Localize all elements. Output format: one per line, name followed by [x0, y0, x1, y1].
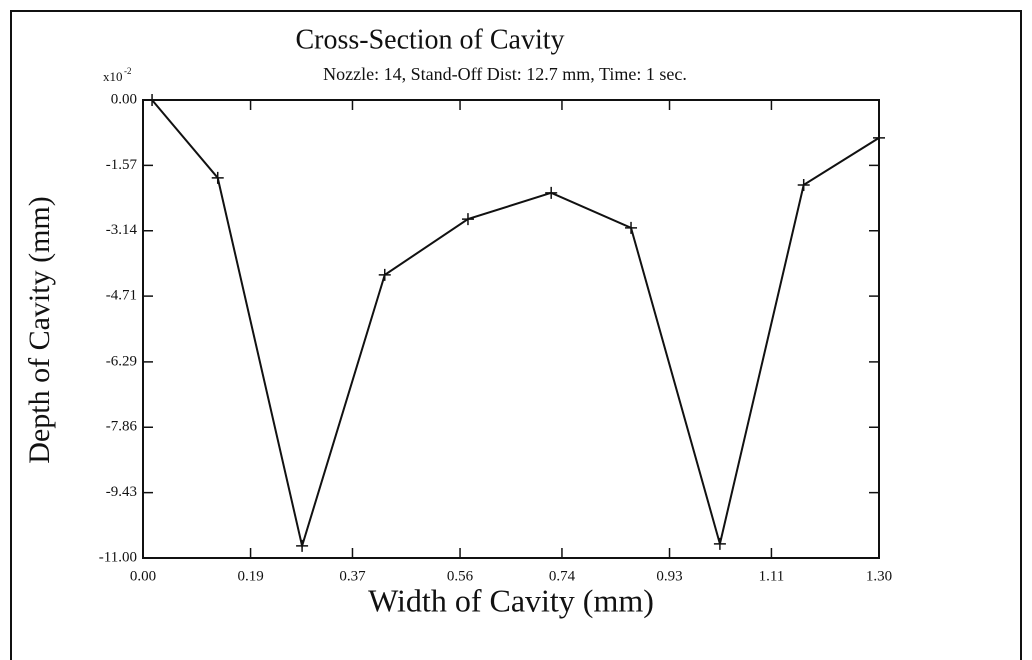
y-tick-label: 0.00 [111, 91, 137, 107]
y-tick-label: -4.71 [106, 288, 137, 304]
point-marker [146, 94, 159, 106]
point-marker [713, 537, 726, 550]
x-tick-label: 1.30 [866, 568, 892, 584]
point-marker [625, 221, 638, 234]
x-axis-label: Width of Cavity (mm) [368, 582, 654, 618]
y-tick-label: -9.43 [106, 484, 137, 500]
y-tick-label: -11.00 [99, 549, 137, 565]
frame [10, 10, 1022, 660]
x-tick-label: 0.93 [656, 568, 682, 584]
x-tick-label: 0.56 [447, 568, 474, 584]
y-scale-exponent: -2 [124, 66, 132, 76]
y-scale-base: x10 [103, 69, 123, 84]
y-tick-label: -3.14 [106, 222, 138, 238]
point-marker [797, 178, 810, 191]
chart-title: Cross-Section of Cavity [295, 24, 564, 55]
x-tick-label: 0.19 [237, 568, 263, 584]
y-tick-label: -6.29 [106, 353, 137, 369]
x-tick-label: 0.37 [339, 568, 366, 584]
data-line [151, 99, 880, 550]
y-tick-label: -7.86 [106, 419, 138, 435]
y-tick-label: -1.57 [106, 157, 138, 173]
x-tick-label: 1.11 [759, 568, 785, 584]
y-axis-label: Depth of Cavity (mm) [23, 196, 56, 463]
chart-subtitle: Nozzle: 14, Stand-Off Dist: 12.7 mm, Tim… [323, 64, 687, 84]
point-marker [873, 131, 885, 144]
point-marker [211, 171, 224, 184]
x-tick-label: 0.74 [549, 568, 576, 584]
point-marker [461, 213, 474, 226]
point-marker [296, 539, 309, 552]
x-tick-label: 0.00 [130, 568, 156, 584]
point-marker [378, 268, 391, 281]
point-marker [545, 186, 558, 199]
plot-area [142, 99, 880, 559]
